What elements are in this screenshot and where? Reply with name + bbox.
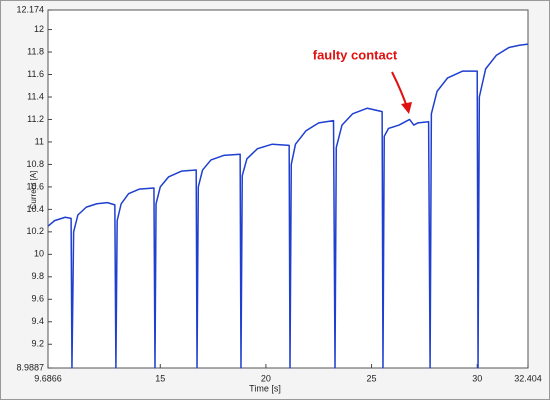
annotation: faulty contact [313,47,398,62]
y-tick-label: 12 [34,24,44,34]
x-axis-label: Time [s] [249,383,281,393]
y-tick-label: 12.174 [16,4,44,14]
y-tick-label: 9.2 [31,339,44,349]
y-tick-label: 11.4 [27,91,44,101]
y-tick-label: 11.8 [27,46,44,56]
y-tick-label: 8.9887 [16,362,44,372]
y-tick-label: 10.8 [26,159,44,169]
y-axis-label: Current [A] [29,171,38,210]
annotation-arrow [391,71,412,114]
y-tick-label: 11.2 [27,114,44,124]
x-tick-label: 30 [472,373,482,383]
y-tick-label: 9.6 [31,294,44,304]
x-tick-label: 20 [261,373,271,383]
y-tick-label: 10.4 [26,204,44,214]
y-tick-label: 10.2 [26,226,44,236]
y-tick-label: 11 [35,136,44,146]
data-line [47,43,529,369]
y-tick-label: 9.8 [31,271,44,281]
y-tick-label: 10.6 [26,181,44,191]
y-tick-label: 11.6 [27,69,44,79]
y-tick-label: 10 [34,249,44,259]
x-tick-label: 25 [367,373,377,383]
x-tick-label: 15 [155,373,165,383]
x-tick-label: 32.404 [514,373,542,383]
y-tick-label: 9.4 [31,316,44,326]
x-tick-label: 9.6866 [34,373,62,383]
plot-area [47,9,529,369]
